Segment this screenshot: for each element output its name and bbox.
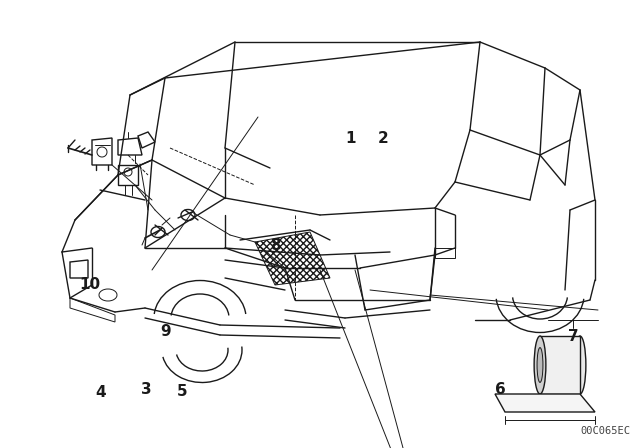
Ellipse shape [537, 348, 543, 383]
Text: 2: 2 [378, 131, 388, 146]
Text: 5: 5 [177, 383, 188, 399]
Text: 4: 4 [96, 384, 106, 400]
Text: 10: 10 [79, 277, 100, 293]
Text: 6: 6 [495, 382, 506, 397]
Text: 8: 8 [270, 238, 280, 253]
Ellipse shape [574, 336, 586, 394]
Text: 9: 9 [160, 324, 170, 339]
Text: 7: 7 [568, 328, 579, 344]
Polygon shape [540, 336, 580, 394]
Polygon shape [495, 394, 595, 412]
Ellipse shape [534, 336, 546, 394]
Text: 1: 1 [346, 131, 356, 146]
Text: 00C065EC: 00C065EC [580, 426, 630, 436]
Text: 3: 3 [141, 382, 151, 397]
